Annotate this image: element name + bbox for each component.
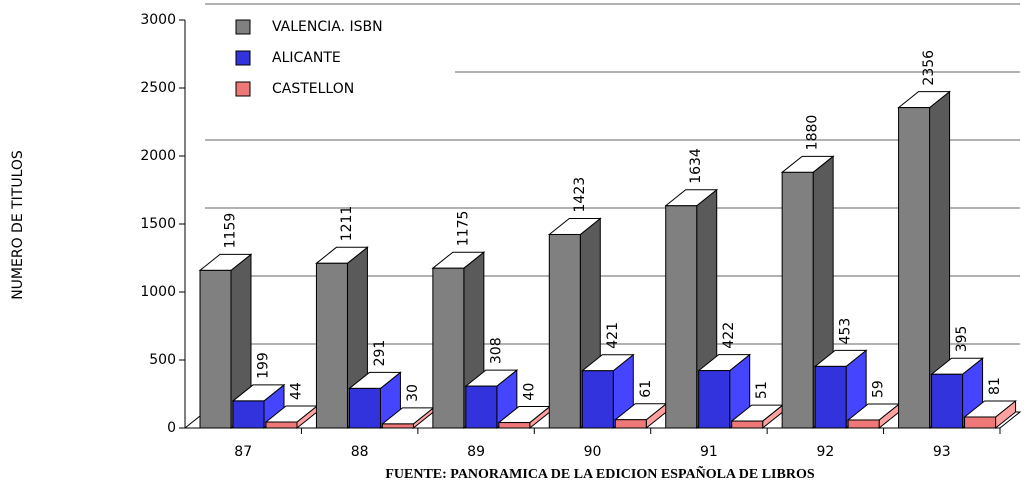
bar-front — [698, 370, 731, 429]
bar — [264, 404, 319, 430]
bar-front — [814, 365, 847, 429]
data-label: 421 — [605, 322, 621, 349]
data-label: 453 — [838, 318, 854, 345]
data-label: 44 — [289, 382, 305, 400]
data-label: 61 — [638, 380, 654, 398]
bar — [846, 402, 901, 430]
data-label: 1634 — [688, 148, 704, 184]
legend-swatch — [235, 50, 251, 66]
data-label: 422 — [721, 322, 737, 349]
y-axis-label: NUMERO DE TITULOS — [10, 150, 26, 300]
legend-swatch — [235, 81, 251, 97]
data-label: 30 — [405, 384, 421, 402]
y-tick-label: 3000 — [140, 12, 176, 28]
bar-front — [581, 370, 614, 429]
y-tick-label: 1500 — [140, 216, 176, 232]
data-label: 59 — [871, 380, 887, 398]
legend-label: ALICANTE — [272, 50, 341, 66]
bar-front — [731, 420, 764, 429]
x-tick-label: 92 — [816, 444, 834, 460]
y-tick-label: 2500 — [140, 80, 176, 96]
data-label: 291 — [372, 340, 388, 367]
legend-label: CASTELLON — [272, 81, 354, 97]
bar-front — [315, 262, 348, 429]
x-tick-label: 91 — [700, 444, 718, 460]
bar — [963, 399, 1017, 430]
bar — [813, 349, 868, 430]
data-label: 1211 — [339, 206, 355, 242]
bar-front — [232, 400, 265, 429]
y-tick-label: 2000 — [140, 148, 176, 164]
x-tick-label: 93 — [933, 444, 951, 460]
legend-swatch — [235, 19, 251, 35]
y-tick-label: 0 — [167, 420, 176, 436]
bar — [897, 90, 951, 430]
bar-front — [381, 423, 414, 429]
bar-front — [898, 107, 931, 429]
legend-label: VALENCIA. ISBN — [272, 19, 383, 35]
bar — [315, 246, 369, 430]
bar-front — [498, 422, 531, 429]
data-label: 51 — [754, 381, 770, 399]
bar — [580, 353, 635, 430]
bar-front — [964, 416, 997, 429]
bar — [464, 369, 519, 430]
caption: FUENTE: PANORAMICA DE LA EDICION ESPAÑOL… — [385, 464, 814, 482]
bar-front — [665, 205, 698, 429]
data-label: 1423 — [572, 177, 588, 213]
bar-front — [265, 421, 298, 429]
data-label: 199 — [256, 352, 272, 379]
data-label: 1159 — [223, 213, 239, 249]
legend: VALENCIA. ISBN ALICANTE CASTELLON — [205, 5, 455, 105]
data-label: 1175 — [455, 211, 471, 247]
bar-front — [465, 385, 498, 429]
data-label: 308 — [488, 337, 504, 364]
data-label: 81 — [987, 377, 1003, 395]
data-label: 2356 — [921, 50, 937, 86]
x-tick-label: 87 — [234, 444, 252, 460]
bar-front — [847, 419, 880, 429]
data-label: 1880 — [805, 115, 821, 151]
bar-front — [931, 373, 964, 429]
bar-front — [614, 419, 647, 429]
bar-front — [199, 269, 232, 429]
bar — [231, 383, 286, 430]
data-label: 395 — [954, 326, 970, 353]
bar-front — [548, 233, 581, 429]
bar — [381, 406, 435, 430]
bar-front — [348, 387, 381, 429]
bar — [198, 253, 253, 430]
y-tick-label: 1000 — [140, 284, 176, 300]
bar — [697, 353, 752, 430]
x-tick-label: 90 — [584, 444, 602, 460]
data-label: 40 — [521, 383, 537, 401]
x-tick-label: 88 — [351, 444, 369, 460]
x-tick-label: 89 — [467, 444, 485, 460]
y-tick-label: 500 — [149, 352, 176, 368]
bar-front — [432, 267, 465, 429]
bar — [730, 404, 785, 430]
bar-front — [781, 171, 814, 429]
